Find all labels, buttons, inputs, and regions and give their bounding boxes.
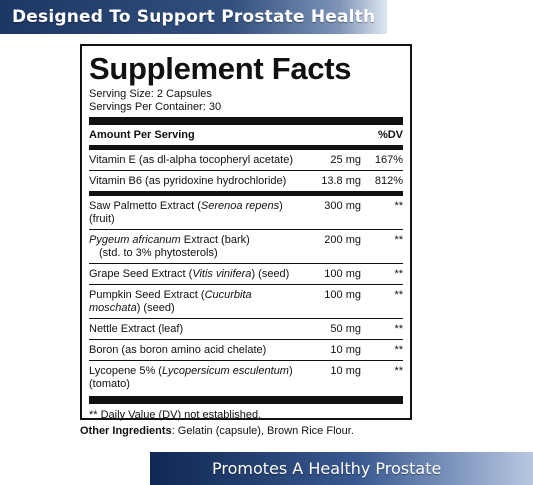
ingredient-amount: 10 mg [330, 365, 361, 377]
ingredient-row: Vitamin E (as dl-alpha tocopheryl acetat… [89, 150, 403, 171]
ingredient-subline: (std. to 3% phytosterols) [99, 247, 218, 259]
ingredient-amount: 200 mg [324, 234, 361, 246]
divider-header [89, 145, 403, 150]
header-amount: Amount Per Serving [89, 129, 195, 141]
ingredient-dv: ** [394, 344, 403, 356]
ingredient-name: Vitamin E (as dl-alpha tocopheryl acetat… [89, 154, 301, 167]
servings-per-container: Servings Per Container: 30 [89, 101, 222, 113]
divider-bottom [89, 396, 403, 404]
bottom-banner: Promotes A Healthy Prostate [150, 452, 533, 485]
ingredient-amount: 300 mg [324, 200, 361, 212]
ingredient-name-text: Vitamin B6 (as pyridoxine hydrochloride) [89, 175, 287, 187]
ingredient-amount: 100 mg [324, 289, 361, 301]
bottom-banner-text: Promotes A Healthy Prostate [212, 459, 442, 478]
supplement-facts-panel: Supplement Facts Serving Size: 2 Capsule… [80, 44, 412, 421]
ingredient-name: Boron (as boron amino acid chelate) [89, 344, 267, 356]
ingredient-amount: 25 mg [330, 154, 361, 166]
ingredient-name: Grape Seed Extract (Vitis vinifera) (see… [89, 268, 290, 280]
ingredient-dv: ** [394, 200, 403, 212]
other-ingredients-label: Other Ingredients [80, 425, 172, 437]
ingredient-dv: 167% [374, 154, 403, 166]
ingredient-name: Saw Palmetto Extract (Serenoa repens) (f… [89, 200, 283, 225]
panel-title: Supplement Facts [89, 51, 352, 86]
divider-thick [89, 117, 403, 125]
ingredient-name-text: Vitamin E (as dl-alpha tocopheryl acetat… [89, 154, 294, 166]
other-ingredients: Other Ingredients: Gelatin (capsule), Br… [80, 425, 354, 437]
ingredient-dv: ** [394, 234, 403, 246]
ingredient-amount: 100 mg [324, 268, 361, 280]
ingredient-row: Saw Palmetto Extract (Serenoa repens) (f… [89, 196, 403, 230]
header-dv: %DV [377, 129, 403, 141]
ingredient-amount: 50 mg [330, 323, 361, 335]
ingredient-dv: ** [394, 268, 403, 280]
serving-size: Serving Size: 2 Capsules [89, 88, 212, 100]
other-ingredients-text: : Gelatin (capsule), Brown Rice Flour. [171, 425, 354, 437]
ingredient-name: Lycopene 5% (Lycopersicum esculentum) (t… [89, 365, 293, 390]
ingredient-row: Vitamin B6 (as pyridoxine hydrochloride)… [89, 171, 403, 191]
ingredient-name: Pumpkin Seed Extract (Cucurbita moschata… [89, 289, 252, 314]
ingredient-amount: 10 mg [330, 344, 361, 356]
ingredient-row: Lycopene 5% (Lycopersicum esculentum) (t… [89, 361, 403, 394]
ingredient-amount: 13.8 mg [321, 175, 361, 187]
header-row: Amount Per Serving %DV [89, 125, 403, 145]
top-banner: Designed To Support Prostate Health [0, 0, 387, 34]
top-banner-text: Designed To Support Prostate Health [12, 7, 376, 27]
ingredient-name: Pygeum africanum Extract (bark) (std. to… [89, 234, 301, 260]
ingredient-name: Nettle Extract (leaf) [89, 323, 184, 335]
ingredient-name: Vitamin B6 (as pyridoxine hydrochloride) [89, 175, 301, 188]
ingredient-row: Pumpkin Seed Extract (Cucurbita moschata… [89, 285, 403, 319]
ingredient-row: Boron (as boron amino acid chelate) 10 m… [89, 340, 403, 361]
divider-vitamins [89, 191, 403, 196]
ingredient-dv: ** [394, 365, 403, 377]
ingredient-row: Pygeum africanum Extract (bark) (std. to… [89, 230, 403, 264]
footnote: ** Daily Value (DV) not established. [89, 409, 262, 421]
ingredient-row: Grape Seed Extract (Vitis vinifera) (see… [89, 264, 403, 285]
ingredient-dv: 812% [374, 175, 403, 187]
ingredient-dv: ** [394, 323, 403, 335]
ingredient-dv: ** [394, 289, 403, 301]
ingredient-row: Nettle Extract (leaf) 50 mg ** [89, 319, 403, 340]
